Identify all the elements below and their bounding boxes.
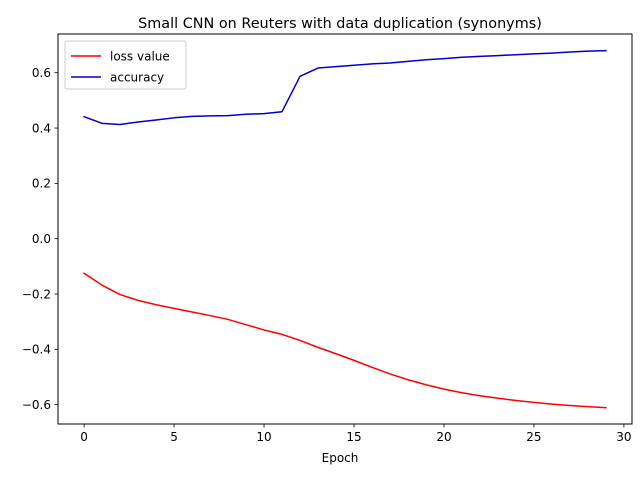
series-line-loss-value bbox=[83, 272, 607, 409]
legend-entries: loss value accuracy bbox=[71, 49, 170, 84]
x-axis-label: Epoch bbox=[322, 451, 359, 465]
y-tick-label: 0.2 bbox=[32, 177, 51, 191]
y-tick-label: −0.6 bbox=[22, 398, 51, 412]
x-tick-label: 20 bbox=[436, 430, 451, 444]
series-layer bbox=[83, 49, 607, 409]
x-tick-label: 5 bbox=[170, 430, 178, 444]
y-axis: −0.6 −0.4 −0.2 0.0 0.2 0.4 0.6 bbox=[22, 66, 58, 412]
x-tick-label: 15 bbox=[346, 430, 361, 444]
plot-frame bbox=[57, 33, 633, 425]
legend: loss value accuracy bbox=[64, 40, 187, 90]
y-tick-label: 0.6 bbox=[32, 66, 51, 80]
x-tick-label: 25 bbox=[526, 430, 541, 444]
x-axis: 0 5 10 15 20 25 30 bbox=[80, 424, 632, 444]
y-tick-label: 0.4 bbox=[32, 121, 51, 135]
chart-title: Small CNN on Reuters with data duplicati… bbox=[138, 16, 542, 32]
x-tick-label: 30 bbox=[616, 430, 631, 444]
y-tick-label: −0.2 bbox=[22, 287, 51, 301]
series-line-accuracy bbox=[83, 49, 607, 126]
legend-label: accuracy bbox=[110, 70, 164, 84]
legend-label: loss value bbox=[110, 49, 170, 63]
x-tick-label: 10 bbox=[256, 430, 271, 444]
x-tick-label: 0 bbox=[80, 430, 88, 444]
y-tick-label: 0.0 bbox=[32, 232, 51, 246]
y-tick-label: −0.4 bbox=[22, 343, 51, 357]
